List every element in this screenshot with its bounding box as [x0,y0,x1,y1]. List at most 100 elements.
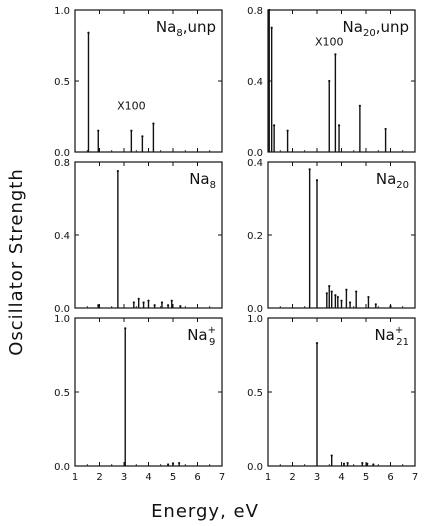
spectral-line-tip [124,327,127,330]
panel-label-size: 9 [209,337,215,348]
spectral-line-tip [340,299,343,302]
spectral-line-tip [167,304,170,307]
spectral-line-tip [337,124,341,127]
x-tick-label: 4 [338,472,344,483]
panel-label-element: Na [156,18,176,36]
spectral-line-tip [268,8,271,12]
y-tick-label: 0.5 [54,388,70,399]
spectral-line-tip [358,104,361,107]
x-tick-label: 3 [314,472,320,483]
spectral-line-tip [328,285,331,288]
y-tick-label: 0.0 [247,148,263,159]
spectral-line-tip [97,129,100,132]
x-tick-label: 3 [121,472,127,483]
panel-label-element: Na [374,326,394,344]
panel-label-element: Na [343,18,363,36]
y-tick-label: 0.4 [247,158,263,169]
spectral-line-tip [336,295,339,299]
y-tick-label: 0.4 [247,77,263,88]
panel-label: Na20 [376,170,409,191]
panel-label-suffix: ,unp [183,18,216,36]
panel-top-left: 0.0 0.5 1.0 Na8,unp X100 [54,6,223,159]
spectral-line-tip [366,462,369,465]
y-axis-label: Oscillator Strength [6,168,27,356]
y-tick-label: 0.0 [54,462,70,473]
x-tick-label: 1 [72,472,78,483]
y-tick-label: 0.5 [54,77,70,88]
spectral-line-tip [178,461,181,465]
spectral-line-tip [87,31,90,34]
spectral-line-tip [170,299,173,302]
panel-label: Na+ 9 [187,325,216,348]
x-tick-label: 5 [170,472,176,483]
spectral-line-tip [367,295,370,299]
spectral-line-tip [374,303,377,306]
panel-label-size: 8 [176,28,182,39]
y-tick-label: 0.8 [247,6,263,17]
scale-annotation: X100 [315,36,344,49]
spectral-line-tip [384,127,387,131]
spectral-line-tip [132,301,135,304]
y-tick-label: 0.0 [54,304,70,315]
panel-label-charge: + [395,325,403,336]
x-tick-label: 4 [145,472,151,483]
y-tick-label: 1.0 [247,314,263,325]
y-tick-label: 0.0 [247,462,263,473]
spectral-line-tip [345,288,348,291]
spectral-line-tip [286,129,289,132]
panel-label-element: Na [187,326,207,344]
x-tick-label: 7 [219,472,225,483]
panel-label-size: 21 [396,337,409,348]
x-tick-label: 2 [289,472,295,483]
panel-bottom-left: 1 2 3 4 5 6 7 0.0 0.5 1.0 Na+ 9 [54,314,225,483]
spectral-line-tip [142,301,145,304]
y-tick-label: 0.0 [247,304,263,315]
panel-label: Na8 [189,170,216,191]
spectral-line-tip [270,26,273,29]
spectral-line-tip [389,305,392,308]
spectral-line-tip [179,305,182,308]
panel-label: Na+ 21 [374,325,409,348]
spectral-line-tip [141,135,144,138]
x-tick-label: 1 [265,472,271,483]
spectral-line-tip [334,294,337,297]
y-tick-label: 1.0 [54,314,70,325]
y-tick-label: 1.0 [54,6,70,17]
spectral-line-tip [147,299,150,302]
spectral-line-tip [355,290,358,293]
spectral-line-tip [116,170,119,173]
spectral-line-tip [346,461,349,465]
spectral-line-tip [342,462,346,465]
panel-label-element: Na [376,170,396,188]
y-tick-label: 0.0 [54,148,70,159]
panel-label-element: Na [189,170,209,188]
spectral-line-tip [330,454,333,457]
spectral-line-tip [330,290,333,293]
panel-middle-right: 0.0 0.2 0.4 Na20 [247,158,416,315]
x-tick-label: 6 [194,472,200,483]
spectral-line-tip [137,297,140,300]
panel-bottom-right: 1 2 3 4 5 6 7 0.0 0.5 1.0 Na+ 21 [247,314,418,483]
panel-label-size: 20 [363,28,376,39]
spectral-line-tip [361,461,364,465]
spectral-line-tip [152,122,155,125]
spectral-line-tip [273,124,276,127]
spectral-line-tip [315,179,319,182]
panel-label: Na8,unp [156,18,216,39]
x-tick-label: 2 [96,472,102,483]
x-tick-label: 5 [363,472,369,483]
spectral-line-tip [160,301,164,304]
panel-label-suffix: ,unp [376,18,409,36]
spectral-line-tip [348,301,352,304]
spectral-line-tip [171,462,175,465]
spectral-line-tip [325,292,328,295]
spectral-line-tip [153,304,156,307]
x-axis-label: Energy, eV [151,501,259,522]
panel-label-size: 20 [396,180,409,191]
spectral-line-tip [308,168,311,171]
panel-label: Na20,unp [343,18,409,39]
panel-label-size: 8 [210,180,216,191]
x-tick-label: 7 [412,472,418,483]
